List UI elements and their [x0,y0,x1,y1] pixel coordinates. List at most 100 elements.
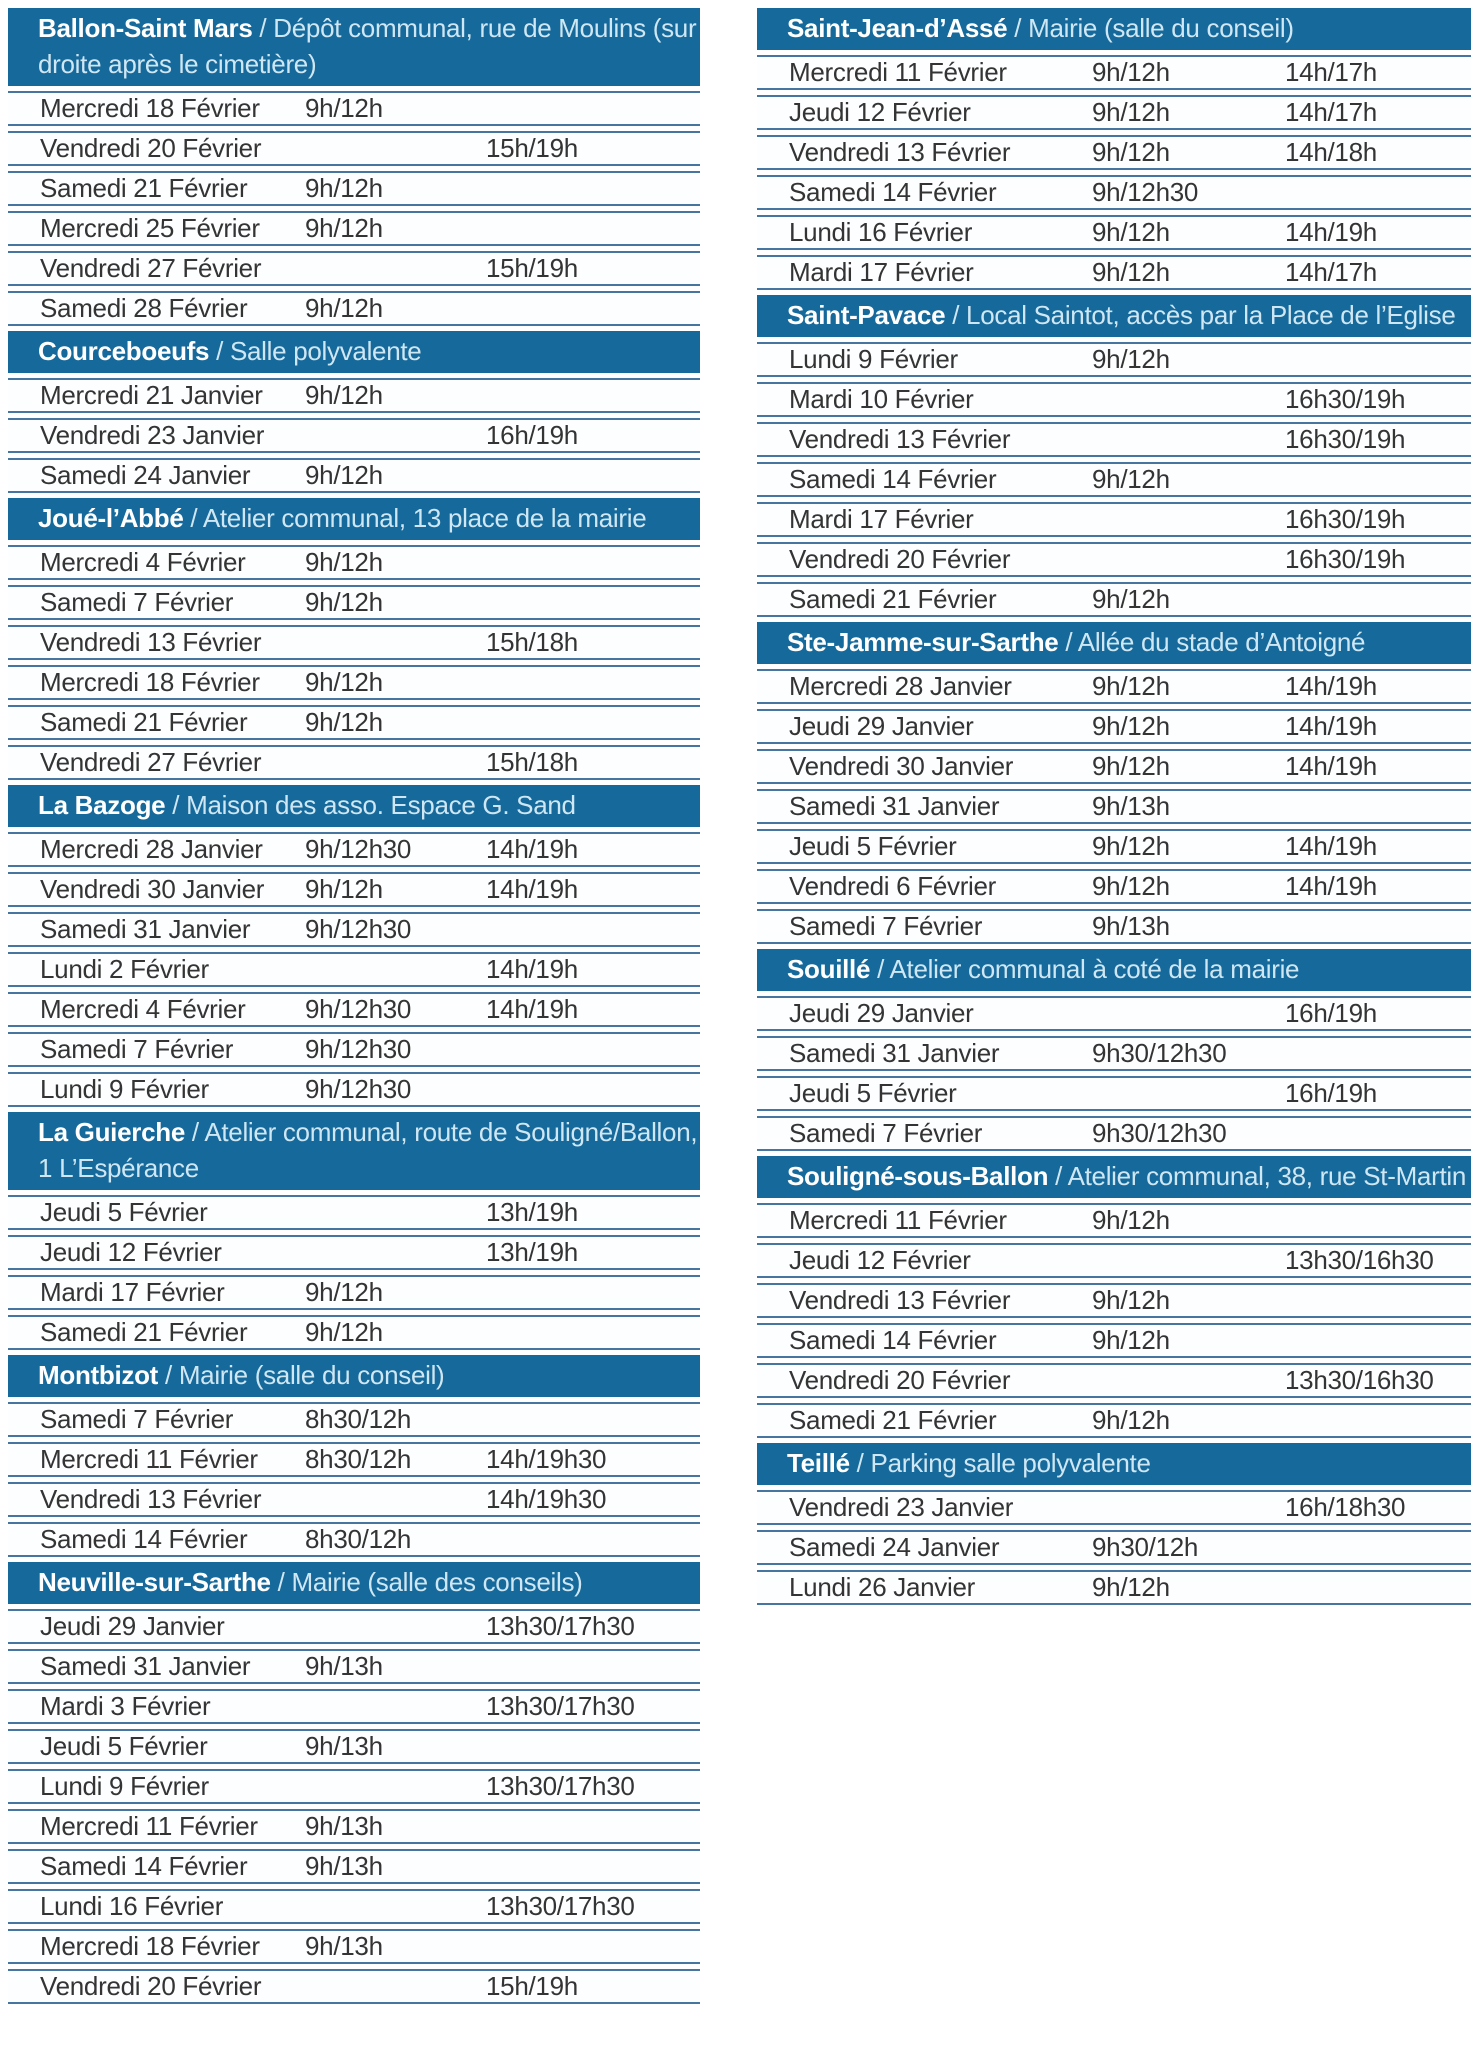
row-time-morning: 9h/12h [1092,257,1170,287]
schedule-row: Mardi 17 Février 9h/12h [8,1275,700,1310]
section-header: Souligné-sous-Ballon / Atelier communal,… [757,1156,1471,1198]
commune-name: Ballon-Saint Mars [38,13,253,43]
schedule-row: Samedi 21 Février 9h/12h [8,171,700,206]
row-time-afternoon: 14h/17h [1285,257,1377,287]
section-header: Teillé / Parking salle polyvalente [757,1443,1471,1485]
row-day: Jeudi 5 Février [40,1197,208,1227]
row-time-morning: 9h/13h [305,1931,383,1961]
schedule-row: Lundi 9 Février 13h30/17h30 [8,1769,700,1804]
schedule-column-right: Saint-Jean-d’Assé / Mairie (salle du con… [757,8,1471,1610]
row-time-afternoon: 16h30/19h [1285,504,1406,534]
schedule-row: Mercredi 4 Février 9h/12h [8,545,700,580]
schedule-row: Lundi 2 Février 14h/19h [8,952,700,987]
row-day: Samedi 31 Janvier [40,914,251,944]
row-day: Samedi 21 Février [789,584,997,614]
commune-section: Montbizot / Mairie (salle du conseil) Sam… [8,1355,700,1557]
row-day: Lundi 26 Janvier [789,1572,975,1602]
row-day: Jeudi 12 Février [40,1237,222,1267]
row-day: Jeudi 29 Janvier [40,1611,225,1641]
header-separator: / [870,954,890,984]
header-separator: / [165,790,187,820]
section-location: Allée du stade d’Antoigné [1077,627,1366,657]
commune-section: Saint-Pavace / Local Saintot, accès par … [757,295,1471,617]
row-time-morning: 9h/12h [305,874,383,904]
row-time-afternoon: 14h/17h [1285,97,1377,127]
row-time-morning: 9h/12h [1092,1405,1170,1435]
row-time-morning: 9h/12h [305,213,383,243]
row-day: Jeudi 5 Février [789,831,957,861]
schedule-row: Lundi 9 Février 9h/12h [757,342,1471,377]
schedule-row: Mercredi 28 Janvier 9h/12h 14h/19h [757,669,1471,704]
header-separator: / [1058,627,1078,657]
row-day: Vendredi 6 Février [789,871,997,901]
row-time-afternoon: 14h/19h [486,954,578,984]
row-day: Lundi 2 Février [40,954,209,984]
schedule-row: Samedi 31 Janvier 9h30/12h30 [757,1036,1471,1071]
schedule-row: Samedi 21 Février 9h/12h [757,1403,1471,1438]
section-location: Mairie (salle du conseil) [1028,13,1294,43]
commune-section: Teillé / Parking salle polyvalente Vendre… [757,1443,1471,1605]
row-time-morning: 9h/12h [1092,97,1170,127]
row-day: Mercredi 11 Février [789,1205,1007,1235]
row-day: Samedi 24 Janvier [789,1532,1000,1562]
row-time-morning: 9h/13h [1092,791,1170,821]
section-header: Courceboeufs / Salle polyvalente [8,331,700,373]
schedule-row: Jeudi 29 Janvier 9h/12h 14h/19h [757,709,1471,744]
row-time-morning: 9h/12h [1092,831,1170,861]
row-day: Vendredi 20 Février [789,544,1011,574]
row-time-morning: 9h/12h [305,93,383,123]
row-time-afternoon: 16h/19h [486,420,578,450]
row-day: Samedi 14 Février [40,1524,248,1554]
row-day: Lundi 16 Février [40,1891,224,1921]
row-time-morning: 9h/12h [1092,584,1170,614]
row-day: Mercredi 25 Février [40,213,260,243]
row-time-morning: 8h30/12h [305,1444,412,1474]
row-time-afternoon: 13h30/17h30 [486,1691,635,1721]
row-day: Samedi 31 Janvier [789,791,1000,821]
schedule-row: Lundi 26 Janvier 9h/12h [757,1570,1471,1605]
header-separator: / [945,300,967,330]
schedule-row: Vendredi 27 Février 15h/19h [8,251,700,286]
section-header: Saint-Pavace / Local Saintot, accès par … [757,295,1471,337]
schedule-row: Samedi 24 Janvier 9h30/12h [757,1530,1471,1565]
commune-section: Joué-l’Abbé / Atelier communal, 13 place… [8,498,700,780]
schedule-row: Mercredi 11 Février 9h/12h 14h/17h [757,55,1471,90]
row-time-afternoon: 13h30/17h30 [486,1611,635,1641]
row-time-morning: 9h30/12h [1092,1532,1199,1562]
row-time-afternoon: 14h/19h30 [486,1444,607,1474]
row-day: Vendredi 30 Janvier [40,874,265,904]
row-time-afternoon: 15h/18h [486,627,578,657]
row-day: Samedi 21 Février [40,707,248,737]
commune-name: La Bazoge [38,790,166,820]
row-day: Lundi 9 Février [40,1074,209,1104]
row-time-afternoon: 16h30/19h [1285,544,1406,574]
row-time-afternoon: 16h/18h30 [1285,1492,1406,1522]
row-time-afternoon: 14h/17h [1285,57,1377,87]
row-day: Samedi 28 Février [40,293,248,323]
schedule-row: Vendredi 13 Février 14h/19h30 [8,1482,700,1517]
schedule-row: Samedi 21 Février 9h/12h [8,1315,700,1350]
schedule-row: Lundi 9 Février 9h/12h30 [8,1072,700,1107]
schedule-row: Vendredi 13 Février 9h/12h 14h/18h [757,135,1471,170]
commune-section: Ste-Jamme-sur-Sarthe / Allée du stade d’… [757,622,1471,944]
schedule-row: Mercredi 25 Février 9h/12h [8,211,700,246]
row-time-morning: 9h/13h [305,1651,383,1681]
schedule-row: Jeudi 5 Février 16h/19h [757,1076,1471,1111]
row-day: Vendredi 23 Janvier [40,420,265,450]
row-time-morning: 9h/12h30 [305,1034,412,1064]
row-time-afternoon: 16h30/19h [1285,384,1406,414]
schedule-row: Samedi 14 Février 8h30/12h [8,1522,700,1557]
schedule-row: Samedi 21 Février 9h/12h [8,705,700,740]
schedule-row: Samedi 14 Février 9h/13h [8,1849,700,1884]
header-separator: / [252,13,274,43]
row-day: Jeudi 12 Février [789,1245,971,1275]
row-day: Vendredi 13 Février [789,424,1011,454]
schedule-row: Lundi 16 Février 9h/12h 14h/19h [757,215,1471,250]
row-time-morning: 9h/12h [1092,711,1170,741]
row-time-afternoon: 16h/19h [1285,1078,1377,1108]
schedule-row: Vendredi 30 Janvier 9h/12h 14h/19h [757,749,1471,784]
commune-section: Ballon-Saint Mars / Dépôt communal, rue … [8,8,700,326]
commune-name: Souillé [787,954,871,984]
schedule-row: Jeudi 29 Janvier 13h30/17h30 [8,1609,700,1644]
